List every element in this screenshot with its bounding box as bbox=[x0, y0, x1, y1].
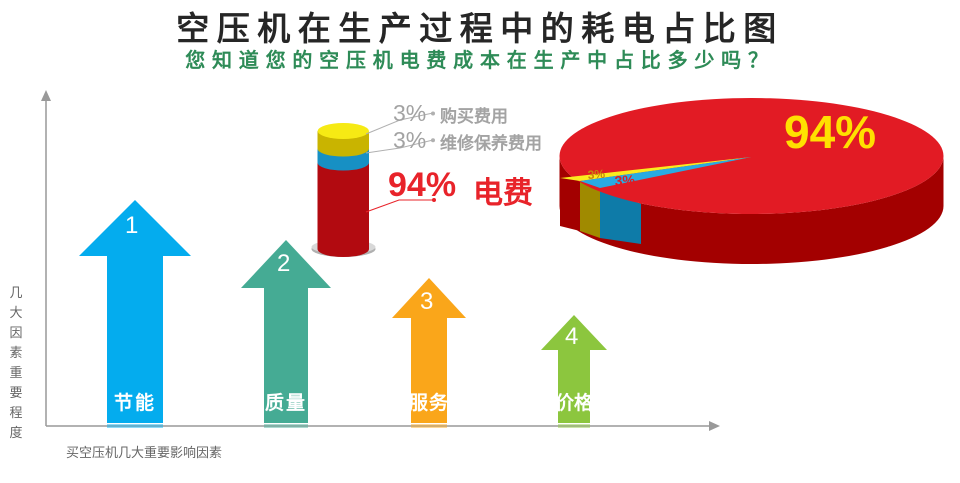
svg-text:3%: 3% bbox=[614, 172, 636, 189]
svg-text:3%: 3% bbox=[587, 167, 606, 182]
svg-text:94%: 94% bbox=[784, 106, 876, 158]
